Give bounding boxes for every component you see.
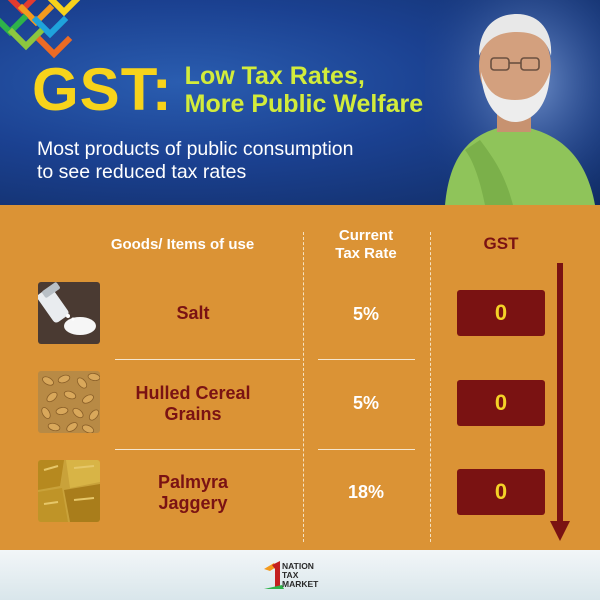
logo-line-2: TAX (282, 570, 299, 580)
subtitle: Most products of public consumption to s… (37, 138, 354, 184)
current-rate-palmyra-jaggery: 18% (347, 482, 385, 502)
portrait-photo (425, 0, 600, 205)
logo-wordmark: NATION TAX MARKET (282, 562, 318, 589)
item-name-salt: Salt (118, 303, 268, 324)
item-name-line-1: Palmyra (157, 472, 229, 492)
header-banner: GST: Low Tax Rates, More Public Welfare … (0, 0, 600, 205)
current-rate-header-line-2: Tax Rate (335, 245, 397, 262)
column-header-current-rate: Current Tax Rate (318, 227, 414, 263)
jaggery-icon (38, 460, 100, 522)
item-name-palmyra-jaggery: Palmyra Jaggery (118, 472, 268, 514)
headline: GST: Low Tax Rates, More Public Welfare (32, 60, 423, 120)
tagline-line-2: More Public Welfare (184, 90, 424, 118)
gst-rate-salt: 0 (457, 290, 545, 336)
down-arrow-icon (550, 263, 570, 541)
gst-rate-palmyra-jaggery: 0 (457, 469, 545, 515)
row-separator (115, 359, 300, 360)
salt-icon (38, 282, 100, 344)
colorful-chevrons-icon (0, 0, 81, 59)
headline-tagline: Low Tax Rates, More Public Welfare (185, 62, 424, 118)
current-rate-cereal-grains: 5% (352, 393, 379, 413)
item-name-line-2: Grains (164, 404, 222, 424)
column-divider (430, 232, 431, 542)
current-rate-header-line-1: Current (338, 227, 394, 244)
tagline-line-1: Low Tax Rates, (184, 62, 365, 90)
tax-rates-table: Goods/ Items of use Current Tax Rate GST… (0, 205, 600, 550)
logo-line-3: MARKET (282, 579, 319, 589)
subtitle-line-1: Most products of public consumption (37, 138, 354, 160)
gst-title: GST: (32, 56, 173, 123)
column-header-goods: Goods/ Items of use (110, 236, 255, 253)
item-name-line-1: Salt (176, 303, 210, 323)
logo-line-1: NATION (282, 561, 314, 571)
item-name-line-1: Hulled Cereal (135, 383, 251, 403)
footer: NATION TAX MARKET (0, 550, 600, 600)
column-header-gst: GST (483, 234, 519, 253)
item-name-cereal-grains: Hulled Cereal Grains (118, 383, 268, 425)
gst-rate-cereal-grains: 0 (457, 380, 545, 426)
subtitle-line-2: to see reduced tax rates (37, 161, 247, 183)
current-rate-salt: 5% (352, 304, 379, 324)
cereal-grains-icon (38, 371, 100, 433)
nation-tax-market-logo (264, 561, 284, 589)
row-separator (115, 449, 300, 450)
row-separator (318, 449, 415, 450)
column-divider (303, 232, 304, 542)
item-name-line-2: Jaggery (158, 493, 228, 513)
row-separator (318, 359, 415, 360)
